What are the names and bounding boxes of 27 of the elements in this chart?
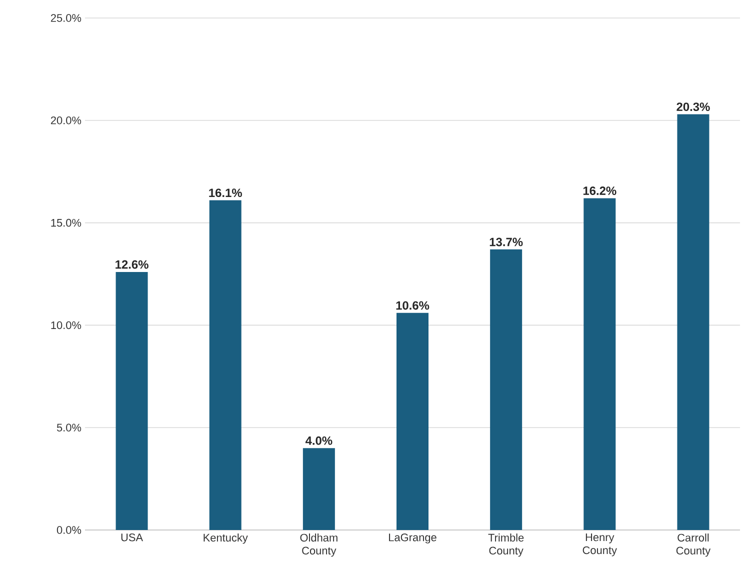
bar bbox=[490, 249, 522, 530]
bar bbox=[396, 312, 428, 530]
bar bbox=[116, 272, 148, 530]
data-label: 12.6% bbox=[116, 260, 148, 269]
data-label: 20.3% bbox=[676, 102, 710, 112]
y-tick-label: 5.0% bbox=[56, 424, 82, 432]
data-label: 16.2% bbox=[583, 186, 616, 196]
x-tick-label: Carroll County bbox=[676, 534, 711, 557]
bar bbox=[677, 114, 710, 530]
bar bbox=[302, 448, 335, 530]
y-tick-label: 20.0% bbox=[50, 116, 82, 124]
bar bbox=[209, 200, 242, 530]
y-tick-label: 15.0% bbox=[51, 218, 82, 227]
y-tick-label: 10.0% bbox=[51, 321, 82, 330]
y-tick-label: 0.0% bbox=[56, 526, 82, 534]
x-tick-label: Kentucky bbox=[204, 534, 248, 544]
y-tick-label: 25.0% bbox=[50, 14, 82, 22]
data-label: 10.6% bbox=[396, 301, 430, 310]
x-tick-label: Oldham County bbox=[300, 534, 338, 557]
x-tick-label: Trimble County bbox=[488, 534, 524, 557]
data-label: 16.1% bbox=[209, 188, 242, 198]
x-tick-label: USA bbox=[121, 534, 144, 542]
data-label: 4.0% bbox=[305, 436, 332, 445]
x-tick-label: Henry County bbox=[582, 534, 617, 556]
bar bbox=[584, 198, 616, 530]
data-label: 13.7% bbox=[490, 238, 523, 246]
x-tick-label: LaGrange bbox=[389, 534, 436, 544]
